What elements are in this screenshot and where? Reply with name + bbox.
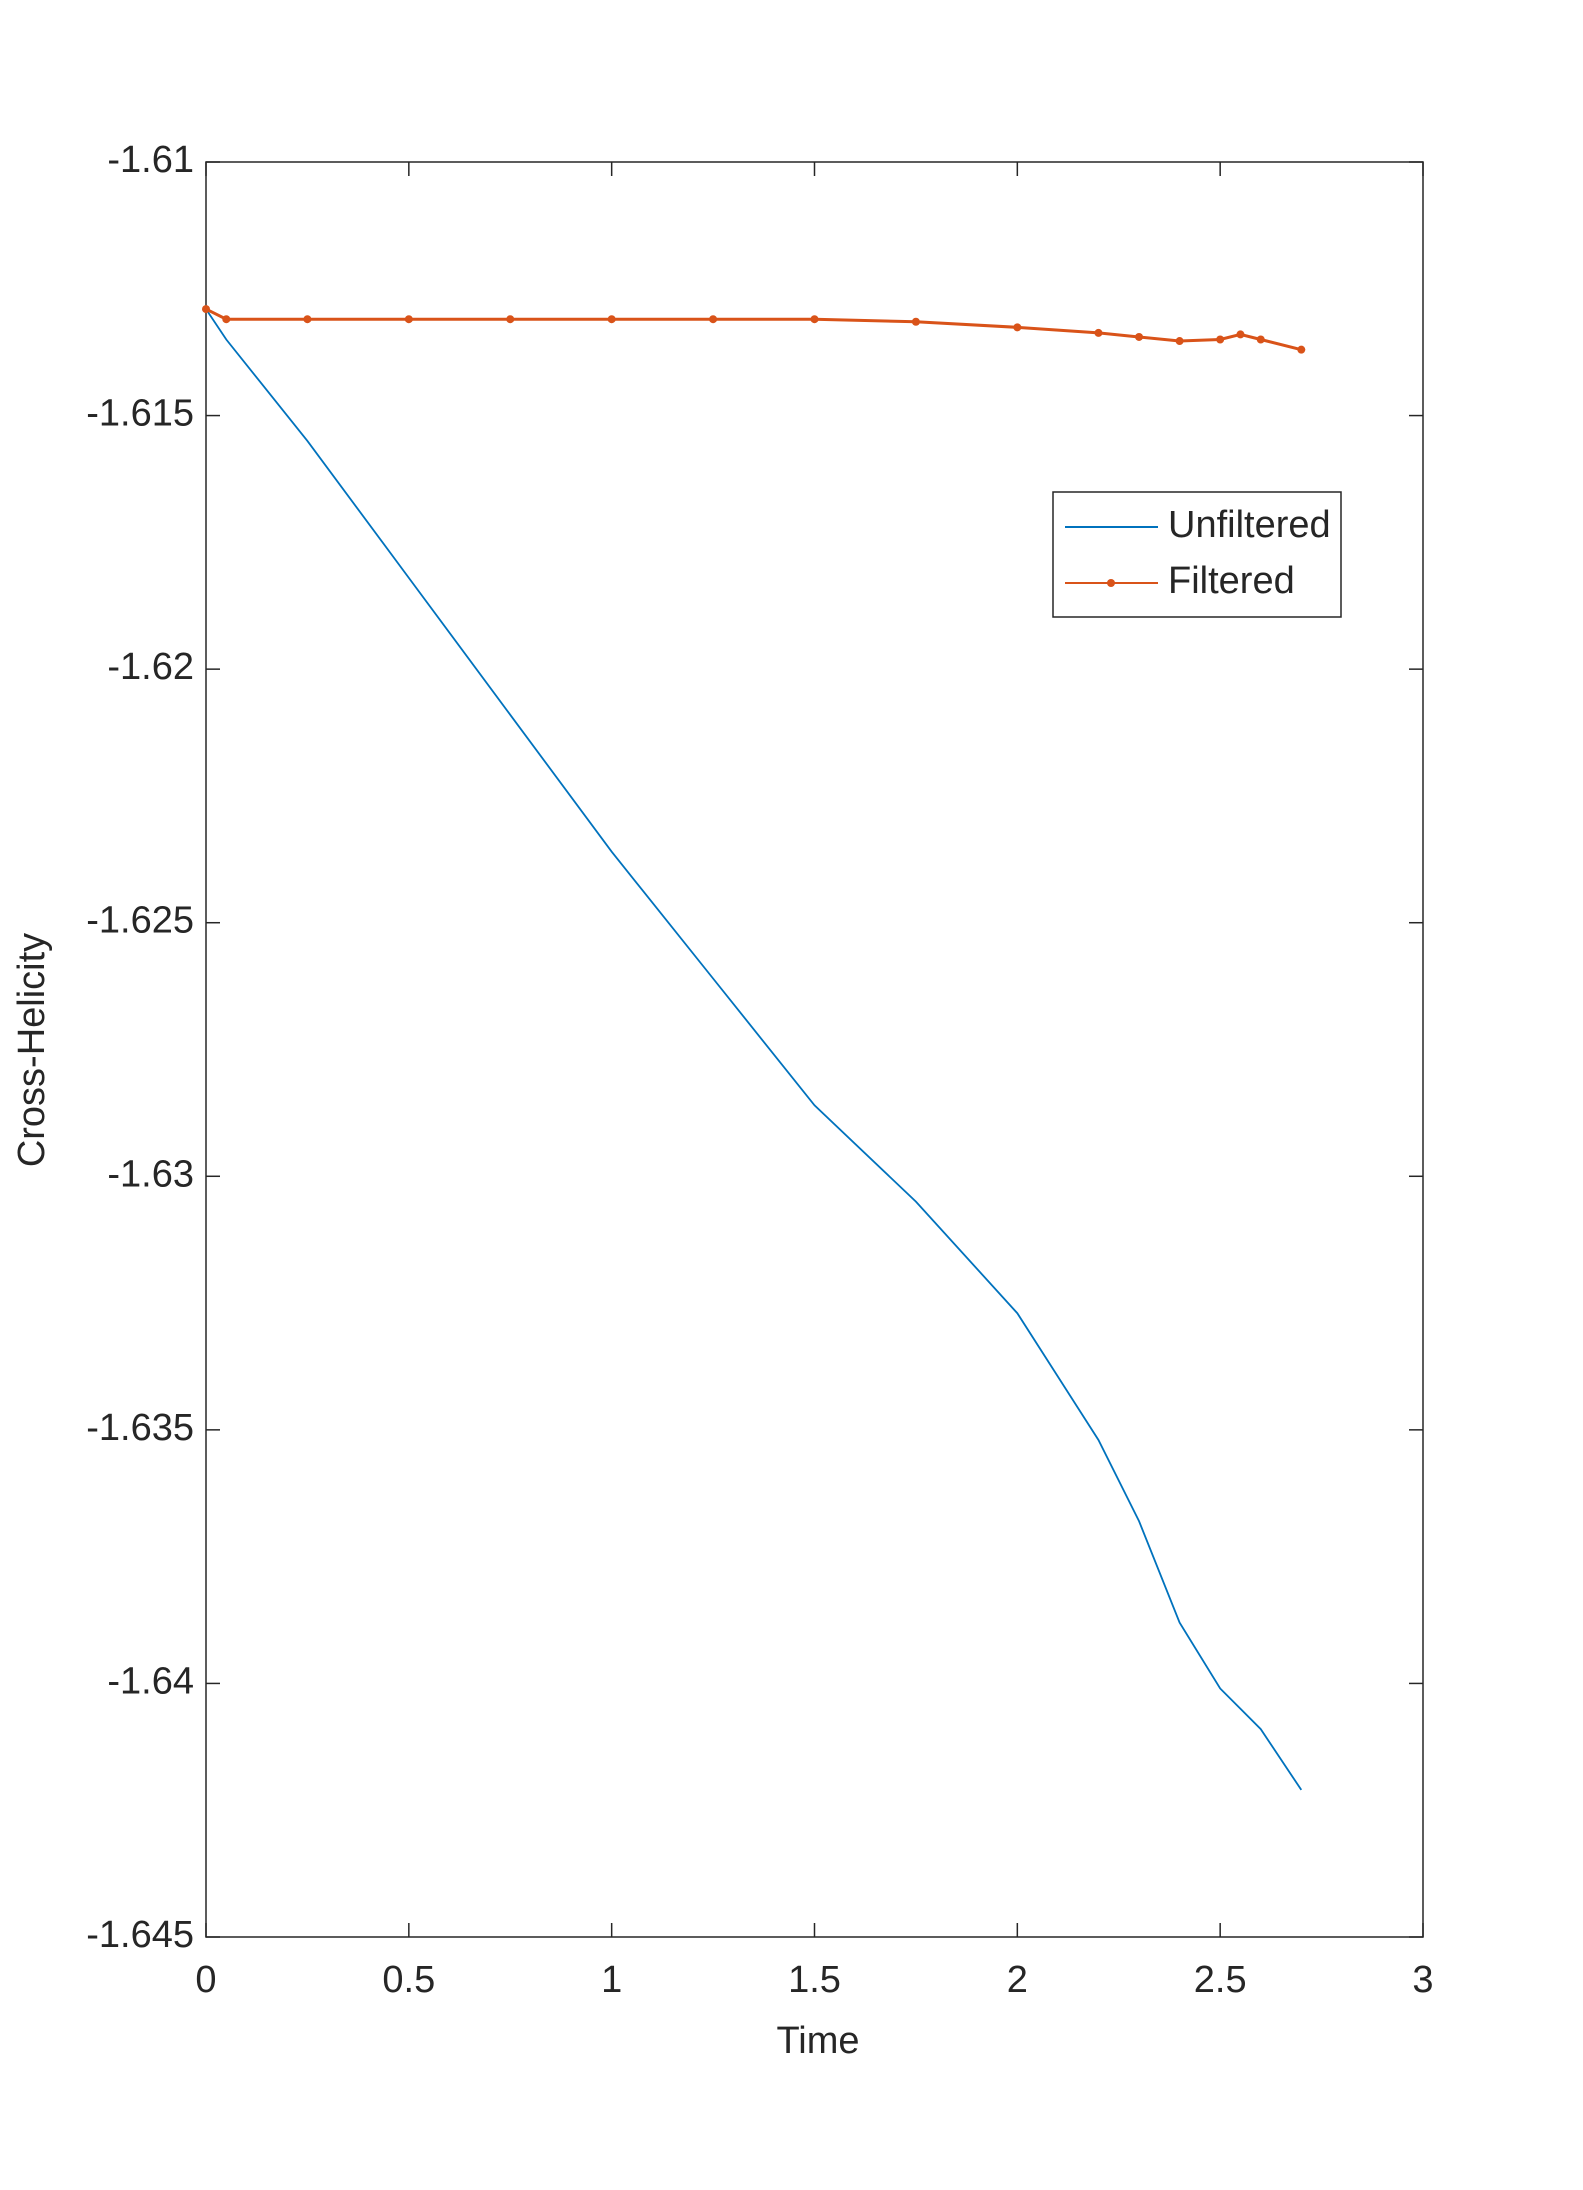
- series-marker: [222, 315, 231, 324]
- series-marker: [1216, 335, 1225, 344]
- y-axis-label: Cross-Helicity: [11, 933, 53, 1167]
- series-marker: [1236, 330, 1245, 339]
- series-marker: [202, 305, 210, 314]
- series-marker: [1094, 328, 1103, 337]
- series-marker: [1013, 323, 1022, 332]
- legend-box: [1052, 491, 1342, 618]
- y-tick-label: -1.61: [107, 139, 194, 181]
- x-axis-label: Time: [776, 2020, 859, 2062]
- legend-label: Unfiltered: [1168, 504, 1331, 546]
- series-marker: [303, 315, 312, 324]
- series-marker: [607, 315, 616, 324]
- x-tick-label: 3: [1412, 1959, 1433, 2001]
- series-marker: [911, 317, 920, 326]
- y-tick-label: -1.64: [107, 1660, 194, 1702]
- series-marker: [1135, 332, 1144, 341]
- x-tick-label: 2.5: [1194, 1959, 1247, 2001]
- x-tick-label: 0.5: [382, 1959, 435, 2001]
- y-tick-label: -1.625: [86, 900, 194, 942]
- legend-label: Filtered: [1168, 560, 1295, 602]
- y-tick-label: -1.635: [86, 1407, 194, 1449]
- x-tick-label: 1.5: [788, 1959, 841, 2001]
- x-tick-label: 2: [1007, 1959, 1028, 2001]
- x-tick-label: 1: [601, 1959, 622, 2001]
- series-marker: [404, 315, 413, 324]
- y-tick-label: -1.615: [86, 393, 194, 435]
- series-marker: [1297, 345, 1306, 354]
- series-marker: [1175, 337, 1184, 346]
- series-marker: [709, 315, 718, 324]
- y-tick-label: -1.645: [86, 1914, 194, 1956]
- legend-marker: [1107, 579, 1115, 587]
- series-marker: [1256, 335, 1265, 344]
- y-tick-label: -1.62: [107, 646, 194, 688]
- plot-area: [205, 161, 1424, 1938]
- series-marker: [506, 315, 515, 324]
- x-tick-label: 0: [195, 1959, 216, 2001]
- y-tick-label: -1.63: [107, 1153, 194, 1195]
- series-marker: [810, 315, 819, 324]
- series-line: [205, 308, 1303, 1791]
